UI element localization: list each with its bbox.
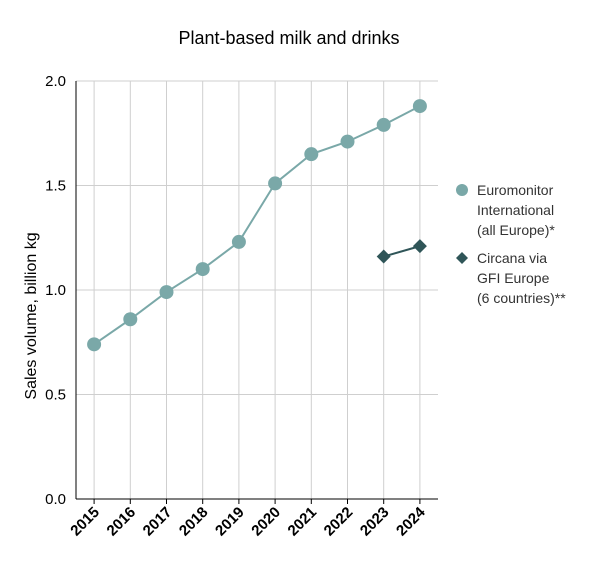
y-tick-label: 0.0 bbox=[45, 491, 66, 508]
x-tick-label: 2015 bbox=[67, 504, 103, 540]
x-tick-label: 2020 bbox=[248, 504, 284, 540]
series-1-point bbox=[340, 134, 355, 149]
series-2-point bbox=[376, 249, 391, 264]
series-1-point bbox=[412, 99, 427, 114]
series-1-point bbox=[268, 176, 283, 191]
series-1-point bbox=[195, 262, 210, 277]
chart-title: Plant-based milk and drinks bbox=[178, 28, 399, 48]
y-tick-label: 2.0 bbox=[45, 73, 66, 90]
x-tick-labels: 2015 2016 2017 2018 2019 2020 2021 2022 2023 2024 bbox=[67, 503, 429, 539]
series-1-line bbox=[93, 105, 421, 346]
series-1-point bbox=[123, 312, 138, 327]
series-1-point bbox=[159, 285, 174, 300]
legend-label: Euromonitor bbox=[477, 182, 554, 198]
x-tick-label: 2024 bbox=[393, 503, 429, 539]
y-axis-label: Sales volume, billion kg bbox=[23, 232, 40, 399]
series-1-point bbox=[87, 337, 102, 352]
y-tick-labels: 0.0 0.5 1.0 1.5 2.0 bbox=[45, 73, 66, 508]
legend-label: Circana via bbox=[477, 250, 547, 266]
x-tick-label: 2023 bbox=[357, 504, 393, 540]
legend-circle-icon bbox=[456, 184, 468, 196]
series-group bbox=[87, 99, 427, 352]
x-tick-label: 2016 bbox=[104, 504, 140, 540]
legend: Euromonitor International (all Europe)* Cir… bbox=[456, 182, 566, 306]
legend-label: International bbox=[477, 202, 554, 218]
series-1-point bbox=[376, 117, 391, 132]
legend-label: (all Europe)* bbox=[477, 222, 555, 238]
y-tick-label: 1.0 bbox=[45, 282, 66, 299]
y-tick-label: 1.5 bbox=[45, 178, 66, 195]
legend-label: (6 countries)** bbox=[477, 290, 566, 306]
x-tick-label: 2021 bbox=[285, 504, 321, 540]
x-tick-label: 2018 bbox=[176, 504, 212, 540]
legend-label: GFI Europe bbox=[477, 270, 550, 286]
axes bbox=[75, 81, 438, 504]
x-tick-label: 2019 bbox=[212, 504, 248, 540]
y-tick-label: 0.5 bbox=[45, 387, 66, 404]
series-1-point bbox=[304, 147, 319, 162]
series-2-point bbox=[412, 239, 427, 254]
series-2-line bbox=[383, 245, 421, 258]
x-tick-label: 2022 bbox=[321, 504, 357, 540]
series-1-point bbox=[231, 234, 246, 249]
legend-diamond-icon bbox=[456, 252, 468, 264]
x-tick-label: 2017 bbox=[140, 504, 176, 540]
gridlines bbox=[76, 80, 438, 499]
